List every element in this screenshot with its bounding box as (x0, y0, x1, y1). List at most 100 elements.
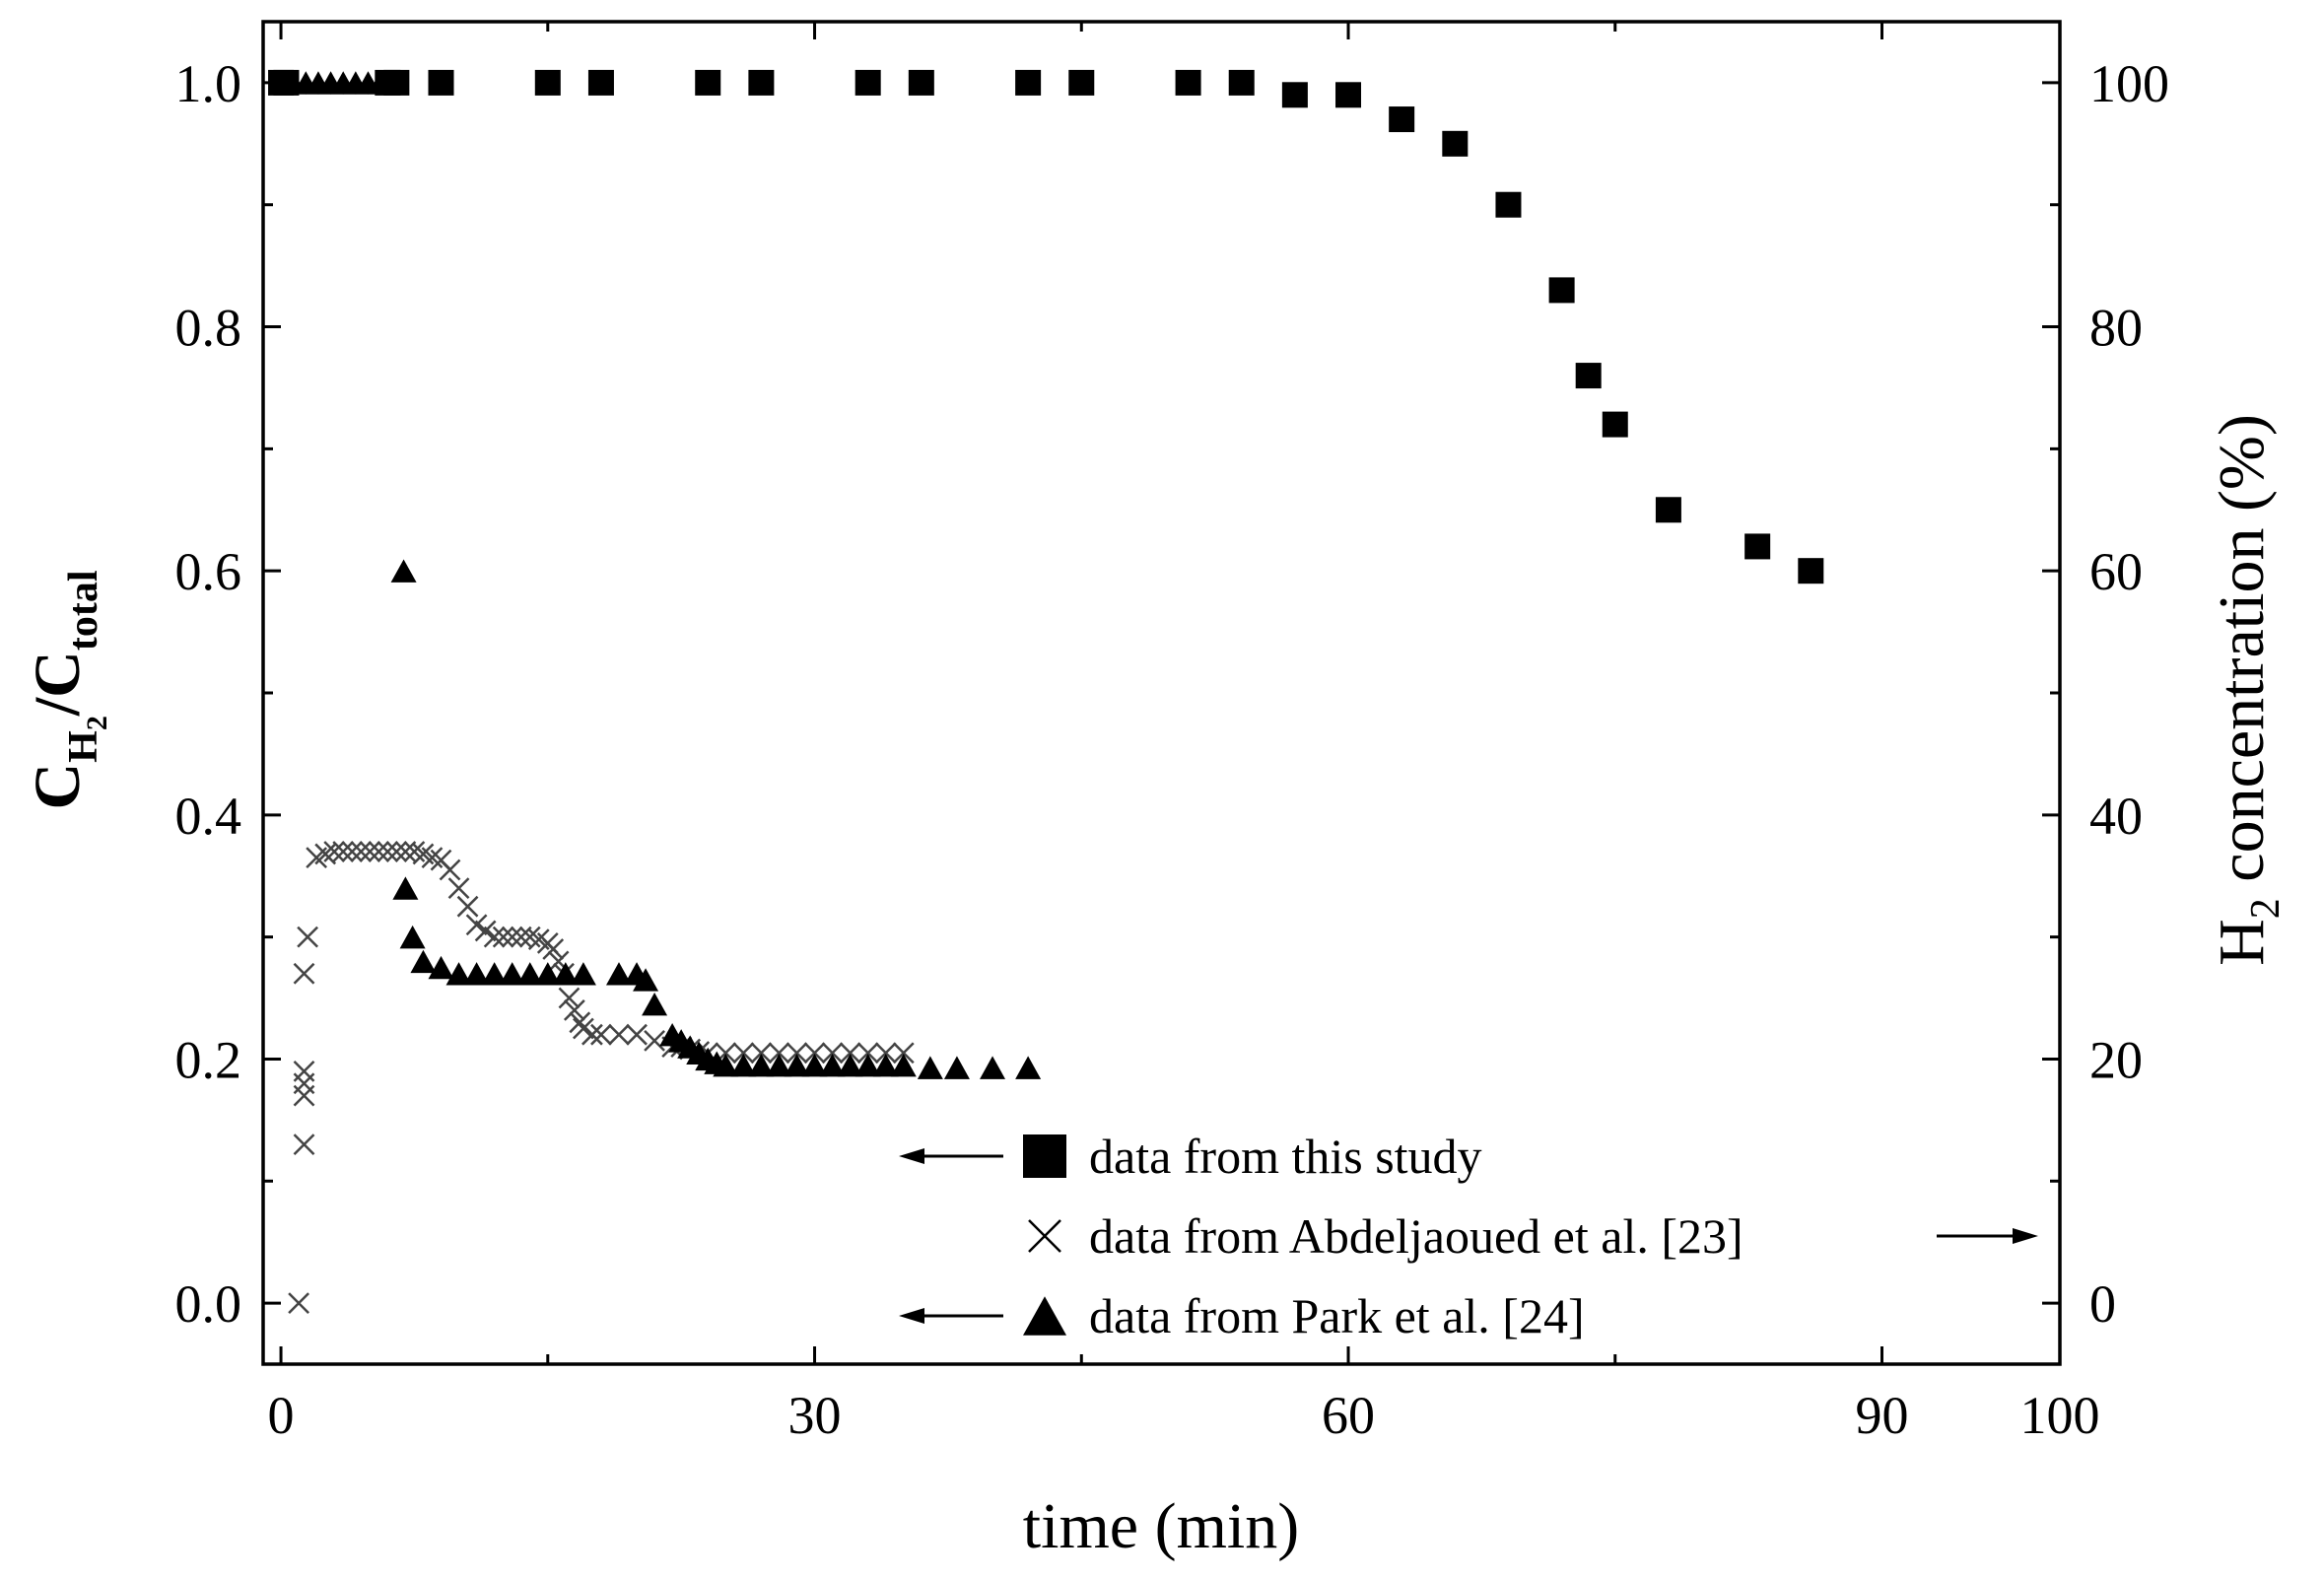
x-point (376, 841, 399, 862)
y-left-title-c: C (22, 763, 94, 810)
x-tick-label: 30 (788, 1386, 842, 1445)
x-point (839, 1042, 861, 1065)
x-point (439, 859, 461, 881)
legend-square-marker (1023, 1134, 1066, 1178)
x-tick-label: 100 (2020, 1386, 2100, 1445)
y-left-title-h: H (61, 730, 106, 763)
triangle-point (633, 968, 659, 992)
x-point (644, 1029, 665, 1052)
y-right-tick-label: 0 (2089, 1274, 2116, 1334)
x-point (288, 1292, 309, 1314)
y-right-tick-label: 100 (2089, 54, 2169, 113)
x-point (341, 841, 364, 862)
y-axis-left-title: CH2/Ctotal (22, 571, 113, 810)
x-point (492, 926, 514, 948)
y-right-title-h: H (2206, 919, 2278, 966)
y-right-tick-label: 80 (2089, 299, 2143, 358)
triangle-point (730, 1053, 757, 1077)
square-point (748, 69, 775, 96)
x-point (474, 920, 497, 942)
x-point (385, 841, 408, 862)
triangle-point (390, 559, 417, 583)
triangle-point (605, 962, 632, 986)
square-point (1575, 363, 1602, 389)
axis-ticks (263, 22, 2062, 1364)
x-point (359, 841, 381, 862)
triangle-point (1015, 1056, 1042, 1079)
y-right-title-2: 2 (2243, 898, 2289, 919)
legend: data from this study data from Abdeljaoue… (899, 1129, 2038, 1343)
triangle-point (784, 1053, 810, 1077)
legend-item-1: data from this study (899, 1129, 1482, 1184)
square-point (587, 69, 614, 96)
y-left-tick-label: 0.6 (175, 542, 242, 601)
triangle-point (748, 1053, 775, 1077)
triangle-point (642, 993, 668, 1016)
square-point (428, 69, 454, 96)
svg-text:CH2/Ctotal: CH2/Ctotal (22, 571, 113, 810)
square-point (1495, 191, 1522, 218)
square-point (1442, 130, 1469, 157)
x-point (323, 841, 346, 862)
series-1 (268, 69, 1824, 584)
y-left-title-total: total (61, 571, 106, 652)
triangle-point (917, 1056, 943, 1079)
x-point (501, 926, 523, 948)
x-point (297, 926, 319, 948)
x-point (573, 1017, 594, 1040)
legend-item-3: data from Park et al. [24] (899, 1288, 1585, 1343)
square-point (1548, 277, 1575, 304)
x-point (510, 926, 532, 948)
square-point (1655, 497, 1681, 523)
legend-label: data from this study (1089, 1129, 1482, 1184)
legend-label: data from Park et al. [24] (1089, 1288, 1585, 1343)
x-point (542, 938, 565, 960)
tick-labels: 0 30 60 90 100 0.0 0.2 0.4 0.6 0.8 1.0 0 20 40 60 80 100 (175, 54, 2170, 1445)
square-point (1389, 106, 1415, 133)
x-point (590, 1023, 612, 1046)
legend-label: data from Abdeljaoued et al. [23] (1089, 1208, 1743, 1264)
x-point (803, 1042, 826, 1065)
triangle-point (943, 1056, 970, 1079)
data-series (268, 69, 1824, 1314)
y-right-title-rest: concentration (%) (2206, 414, 2278, 898)
legend-item-2: data from Abdeljaoued et al. [23] (1028, 1208, 2038, 1264)
square-point (1015, 69, 1042, 96)
x-point (750, 1042, 773, 1065)
x-point (447, 877, 470, 899)
square-point (1335, 82, 1362, 108)
triangle-point (552, 962, 579, 986)
triangle-point (379, 71, 406, 95)
triangle-point (570, 962, 596, 986)
y-right-tick-label: 20 (2089, 1030, 2143, 1089)
legend-x-marker (1028, 1219, 1061, 1253)
x-tick-label: 60 (1322, 1386, 1375, 1445)
x-point (821, 1042, 844, 1065)
x-point (293, 1133, 315, 1156)
triangle-point (463, 962, 490, 986)
triangle-point (713, 1053, 739, 1077)
x-point (394, 841, 417, 862)
triangle-point (819, 1053, 846, 1077)
y-axis-right-title: H2 concentration (%) (2206, 414, 2289, 966)
triangle-point (428, 955, 454, 980)
series-2 (288, 841, 915, 1314)
triangle-point (445, 962, 472, 986)
triangle-point (516, 962, 543, 986)
legend-arrowhead-left (899, 1148, 924, 1164)
x-tick-label: 0 (268, 1386, 295, 1445)
x-point (350, 841, 373, 862)
square-point (1228, 69, 1255, 96)
x-point (456, 895, 479, 918)
triangle-point (534, 962, 561, 986)
y-left-tick-label: 0.4 (175, 787, 242, 846)
square-point (1281, 82, 1308, 108)
x-point (874, 1042, 897, 1065)
triangle-point (890, 1053, 917, 1077)
square-point (1744, 533, 1771, 560)
x-point (483, 926, 506, 948)
legend-triangle-marker (1023, 1296, 1066, 1336)
triangle-point (980, 1056, 1006, 1079)
x-point (558, 987, 581, 1009)
